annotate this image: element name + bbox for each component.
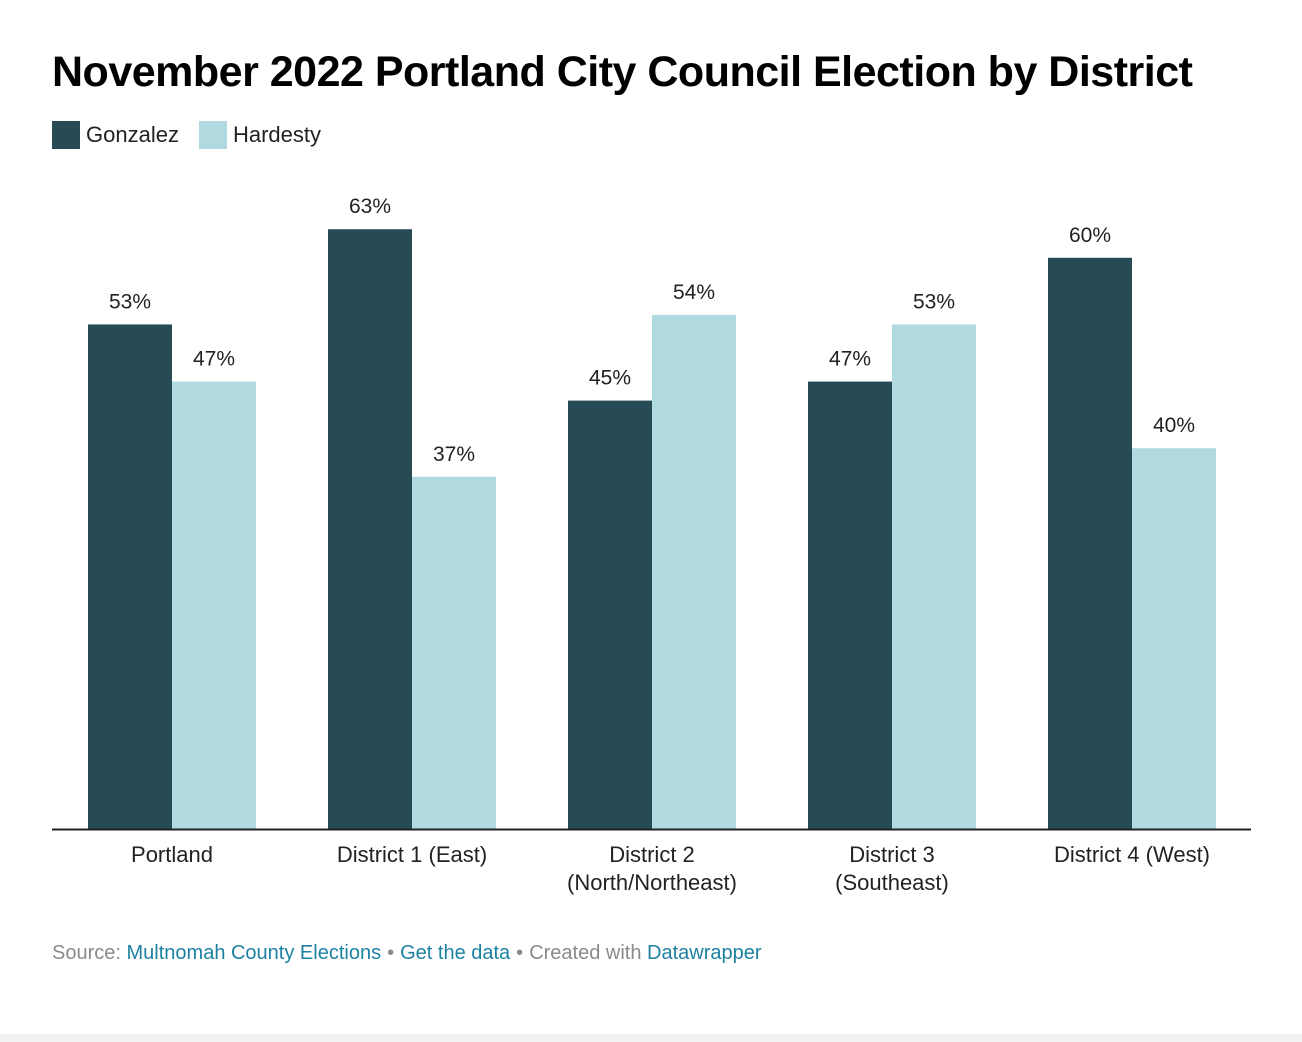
datawrapper-link[interactable]: Datawrapper [647, 942, 762, 964]
data-label-hardesty: 40% [1153, 414, 1195, 437]
data-label-gonzalez: 47% [829, 348, 871, 371]
get-data-link[interactable]: Get the data [400, 942, 511, 964]
category-label: (North/Northeast) [567, 870, 737, 895]
data-label-hardesty: 37% [433, 443, 475, 466]
bar-hardesty [412, 476, 496, 829]
chart-title: November 2022 Portland City Council Elec… [52, 48, 1193, 96]
created-with-text: Created with [529, 942, 642, 964]
data-label-hardesty: 47% [193, 348, 235, 371]
source-prefix: Source: [52, 942, 121, 964]
source-link[interactable]: Multnomah County Elections [126, 942, 382, 964]
bar-hardesty [1132, 448, 1216, 829]
bar-hardesty [652, 314, 736, 829]
legend-label-hardesty: Hardesty [232, 122, 321, 147]
bar-gonzalez [328, 229, 412, 830]
chart-footer: Source: Multnomah County Elections • Get t… [52, 942, 762, 965]
legend-item-gonzalez: Gonzalez [52, 121, 179, 149]
bar-gonzalez [808, 381, 892, 829]
category-label: District 2 [609, 842, 695, 867]
data-label-gonzalez: 53% [109, 290, 151, 313]
category-label: (Southeast) [835, 870, 949, 895]
footer-separator: • [516, 942, 524, 964]
bar-gonzalez [88, 324, 172, 829]
bar-gonzalez [1048, 257, 1132, 829]
legend-label-gonzalez: Gonzalez [86, 122, 179, 147]
legend-swatch-gonzalez [52, 121, 80, 149]
legend-swatch-hardesty [198, 121, 227, 149]
category-label: District 3 [849, 842, 935, 867]
data-label-gonzalez: 60% [1069, 224, 1111, 247]
legend-item-hardesty: Hardesty [198, 121, 321, 149]
bar-hardesty [172, 381, 256, 829]
legend: Gonzalez Hardesty [52, 121, 341, 149]
bar-hardesty [892, 324, 976, 829]
bar-gonzalez [568, 400, 652, 829]
data-label-gonzalez: 45% [589, 367, 631, 390]
footer-separator: • [387, 942, 395, 964]
category-label: District 4 (West) [1054, 842, 1210, 867]
data-label-hardesty: 54% [673, 281, 715, 304]
data-label-hardesty: 53% [913, 290, 955, 313]
category-label: District 1 (East) [337, 842, 487, 867]
bottom-band [0, 1034, 1302, 1042]
bar-chart: 53% 47% Portland 63% 37% District 1 (East) 45%… [52, 195, 1251, 895]
data-label-gonzalez: 63% [349, 195, 391, 218]
category-label: Portland [131, 842, 213, 867]
